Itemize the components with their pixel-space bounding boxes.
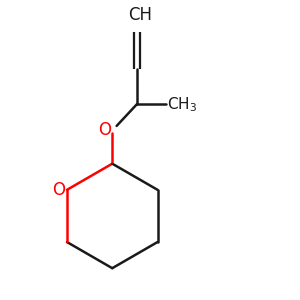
Text: O: O xyxy=(52,181,65,199)
Text: O: O xyxy=(98,121,111,139)
Text: CH$_3$: CH$_3$ xyxy=(167,95,198,113)
Text: CH: CH xyxy=(128,6,152,24)
